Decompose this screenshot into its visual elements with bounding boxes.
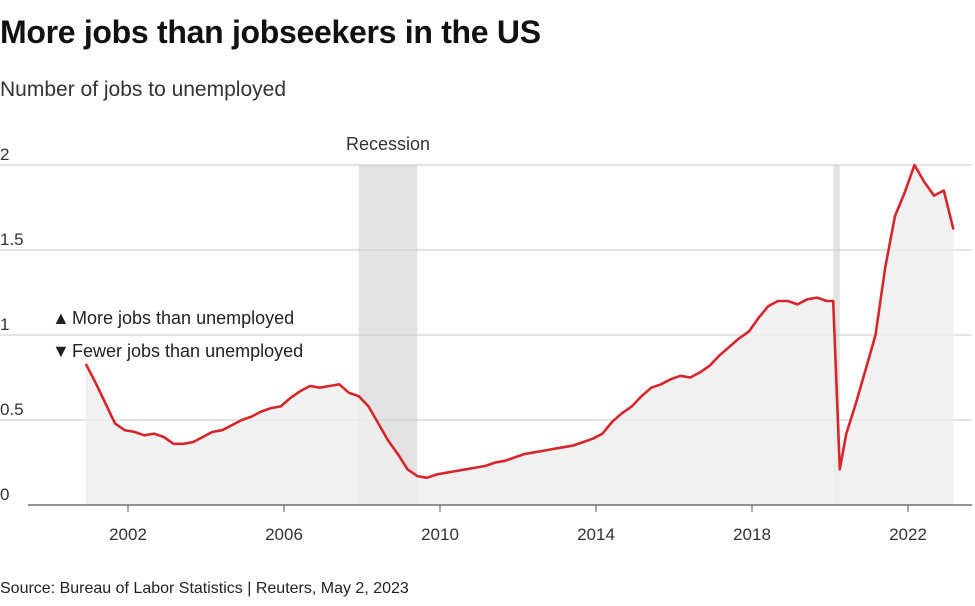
y-tick-label: 0 xyxy=(0,485,9,504)
y-tick-label: 1 xyxy=(0,315,9,334)
x-tick-label: 2002 xyxy=(109,525,147,544)
legend-down: ▼ Fewer jobs than unemployed xyxy=(52,341,303,362)
source-note: Source: Bureau of Labor Statistics | Reu… xyxy=(0,580,409,597)
y-tick-label: 0.5 xyxy=(0,400,24,419)
triangle-up-icon: ▲ xyxy=(52,308,70,328)
legend-up-label: More jobs than unemployed xyxy=(72,308,295,328)
area-layer xyxy=(85,165,954,505)
y-tick-label: 2 xyxy=(0,145,9,164)
chart-subtitle: Number of jobs to unemployed xyxy=(0,78,286,101)
triangle-down-icon: ▼ xyxy=(52,341,70,361)
x-tick-label: 2022 xyxy=(889,525,927,544)
x-tick-label: 2010 xyxy=(421,525,459,544)
axis-layer: 2002 2006 2010 2014 2018 2022 xyxy=(28,504,972,544)
x-tick-label: 2014 xyxy=(577,525,615,544)
x-tick-label: 2018 xyxy=(733,525,771,544)
legend-up: ▲ More jobs than unemployed xyxy=(52,308,294,329)
y-tick-label: 1.5 xyxy=(0,230,24,249)
chart-title: More jobs than jobseekers in the US xyxy=(0,14,541,50)
series-line xyxy=(84,163,955,480)
legend-down-label: Fewer jobs than unemployed xyxy=(72,341,304,361)
x-tick-label: 2006 xyxy=(265,525,303,544)
series-area xyxy=(85,165,954,505)
line-layer xyxy=(84,163,955,480)
recession-label: Recession xyxy=(346,134,430,154)
